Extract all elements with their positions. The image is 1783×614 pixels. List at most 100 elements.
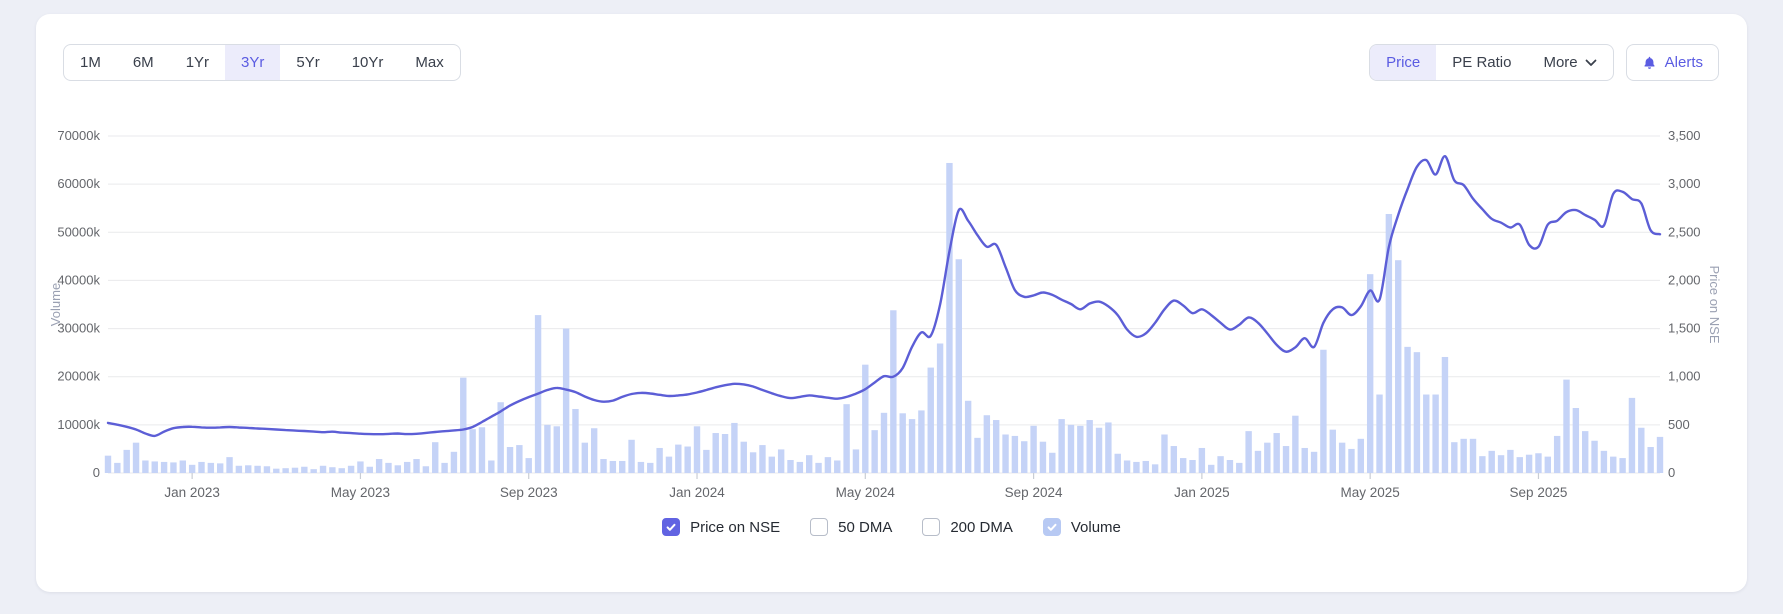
- range-button-1yr[interactable]: 1Yr: [185, 54, 210, 71]
- volume-bar: [1582, 431, 1589, 473]
- volume-bar: [403, 461, 411, 473]
- volume-bar: [1254, 450, 1262, 473]
- x-axis-tick: Sep 2023: [500, 485, 558, 500]
- volume-bar: [936, 343, 944, 473]
- metric-button-pe-ratio[interactable]: PE Ratio: [1452, 54, 1512, 71]
- volume-bar: [273, 468, 280, 473]
- volume-bar: [347, 465, 355, 473]
- metric-group: Price PE Ratio More: [1369, 44, 1614, 81]
- volume-bar: [319, 465, 327, 473]
- volume-bar: [890, 310, 897, 473]
- volume-bar: [104, 455, 112, 473]
- volume-bar: [927, 367, 934, 473]
- volume-bar: [1114, 453, 1121, 473]
- legend-200-dma[interactable]: 200 DMA: [922, 518, 1013, 536]
- right-axis-tick: 3,500: [1668, 128, 1701, 143]
- volume-bar: [590, 428, 598, 473]
- volume-bar: [824, 457, 832, 473]
- range-button-5yr[interactable]: 5Yr: [296, 54, 320, 71]
- chevron-down-icon: [1585, 59, 1597, 67]
- x-axis-tick: Jan 2023: [164, 485, 220, 500]
- range-button-max[interactable]: Max: [415, 54, 444, 71]
- volume-bar: [796, 461, 804, 473]
- volume-bar: [553, 426, 560, 473]
- left-axis-tick: 50000k: [57, 224, 100, 239]
- right-axis-tick: 2,000: [1668, 272, 1701, 287]
- legend-price-on-nse[interactable]: Price on NSE: [662, 518, 780, 536]
- chart-area: 70000k 3,500 60000k 3,000 50000k 2,500 40000k 2…: [42, 100, 1722, 500]
- volume-bar: [1516, 457, 1523, 473]
- volume-bar: [1553, 435, 1561, 473]
- volume-bar: [544, 424, 551, 473]
- metric-button-price[interactable]: Price: [1370, 45, 1437, 80]
- volume-bar: [245, 465, 252, 473]
- volume-bar: [216, 463, 224, 473]
- volume-bar: [198, 461, 205, 473]
- x-axis-tick: Sep 2024: [1005, 485, 1063, 500]
- metric-button-more[interactable]: More: [1527, 45, 1612, 80]
- volume-bar: [450, 451, 458, 473]
- volume-bar: [1647, 447, 1654, 473]
- volume-bar: [1292, 415, 1299, 473]
- range-button-1m[interactable]: 1M: [80, 54, 101, 71]
- volume-bar: [329, 467, 336, 473]
- volume-bar: [1095, 427, 1103, 473]
- alerts-button[interactable]: Alerts: [1625, 44, 1719, 81]
- range-button-10yr[interactable]: 10Yr: [351, 54, 384, 71]
- range-button-3yr[interactable]: 3Yr: [225, 45, 281, 80]
- volume-bar: [1432, 394, 1439, 473]
- volume-bar: [777, 449, 785, 473]
- legend-volume[interactable]: Volume: [1042, 518, 1121, 536]
- volume-bar: [1301, 447, 1308, 473]
- volume-bar: [1619, 458, 1626, 473]
- volume-bar: [1507, 449, 1514, 473]
- volume-bar: [114, 462, 121, 473]
- left-axis-tick: 30000k: [57, 321, 100, 336]
- volume-bar: [235, 465, 243, 473]
- x-axis-tick: May 2023: [331, 485, 390, 500]
- volume-bar: [432, 442, 439, 473]
- time-range-group: 1M 6M 1Yr 3Yr 5Yr 10Yr Max: [63, 44, 461, 81]
- volume-bar: [357, 461, 364, 473]
- volume-bar: [834, 460, 841, 473]
- volume-bar: [413, 459, 420, 473]
- volume-bar: [1208, 464, 1215, 473]
- volume-bar: [1479, 456, 1486, 473]
- x-axis-tick: Jan 2024: [669, 485, 725, 500]
- volume-bar: [721, 434, 729, 473]
- volume-bar: [1628, 397, 1636, 473]
- volume-bar: [806, 455, 813, 473]
- left-axis-tick: 70000k: [57, 128, 100, 143]
- volume-bar: [1021, 441, 1028, 473]
- chart-legend: Price on NSE 50 DMA 200 DMA Volume: [36, 518, 1747, 536]
- volume-bar: [301, 466, 308, 473]
- volume-bar: [469, 429, 476, 473]
- volume-bar: [1572, 408, 1580, 473]
- volume-bar: [918, 410, 925, 473]
- chart-card: 1M 6M 1Yr 3Yr 5Yr 10Yr Max Price PE Rati…: [36, 14, 1747, 592]
- volume-bar: [385, 462, 392, 473]
- legend-50-dma[interactable]: 50 DMA: [810, 518, 892, 536]
- left-axis-tick: 20000k: [57, 369, 100, 384]
- volume-bar: [142, 460, 149, 473]
- right-axis-tick: 0: [1668, 465, 1675, 480]
- volume-bar: [871, 430, 878, 473]
- volume-bar: [1236, 462, 1243, 473]
- dma200-checkbox-icon: [922, 518, 941, 536]
- volume-bar: [1469, 438, 1477, 473]
- volume-bar: [1656, 436, 1664, 473]
- legend-label: Price on NSE: [690, 518, 781, 536]
- volume-bar: [1460, 438, 1467, 473]
- volume-bar: [684, 446, 691, 473]
- volume-bar: [1395, 260, 1402, 473]
- volume-bar: [1525, 454, 1533, 473]
- range-button-6m[interactable]: 6M: [132, 54, 154, 71]
- volume-bar: [338, 468, 345, 473]
- volume-bar: [1179, 458, 1187, 473]
- right-axis-tick: 1,500: [1668, 321, 1701, 336]
- price-volume-chart[interactable]: 70000k 3,500 60000k 3,000 50000k 2,500 40000k 2…: [42, 100, 1722, 500]
- left-axis-title: Volume: [48, 283, 63, 326]
- volume-bar: [1348, 448, 1355, 473]
- volume-bar: [1357, 438, 1365, 473]
- volume-bar: [647, 462, 654, 473]
